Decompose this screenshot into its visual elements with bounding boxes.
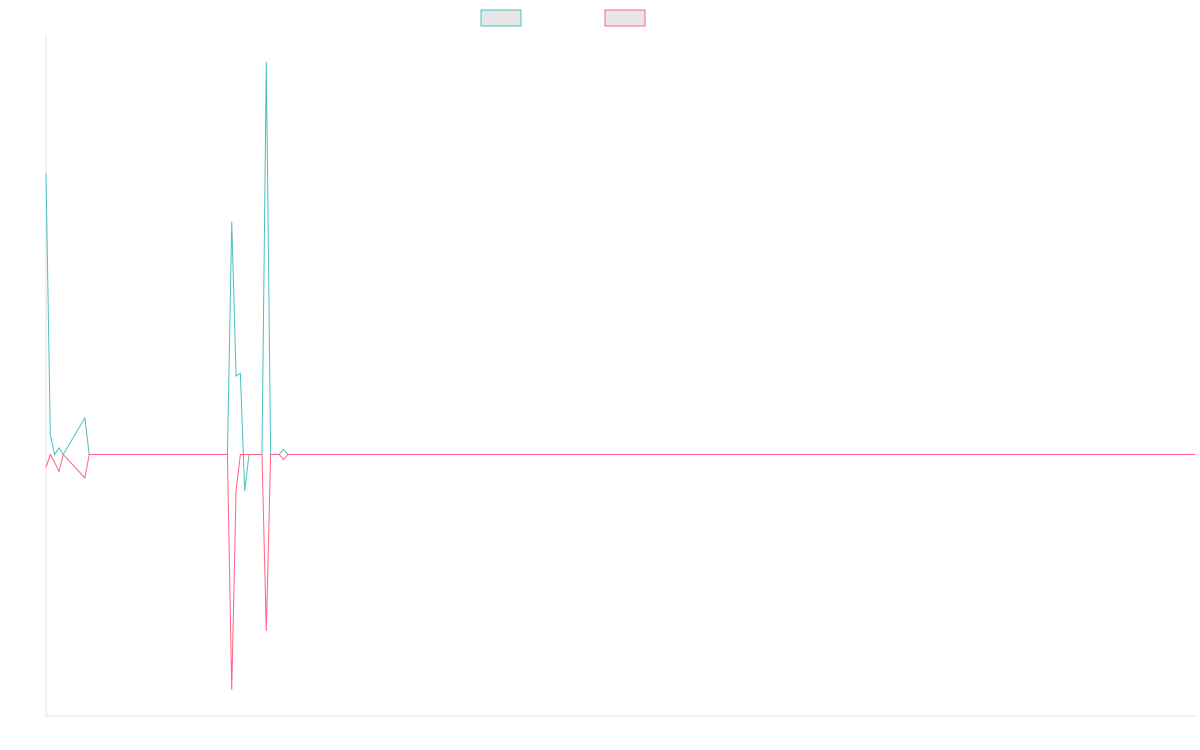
series-layer bbox=[45, 62, 1195, 690]
legend-swatch-2[interactable] bbox=[604, 9, 646, 27]
series-line-2 bbox=[45, 453, 1195, 690]
legend bbox=[480, 9, 646, 27]
series-line-1 bbox=[45, 62, 1195, 492]
legend-swatch-1[interactable] bbox=[480, 9, 522, 27]
